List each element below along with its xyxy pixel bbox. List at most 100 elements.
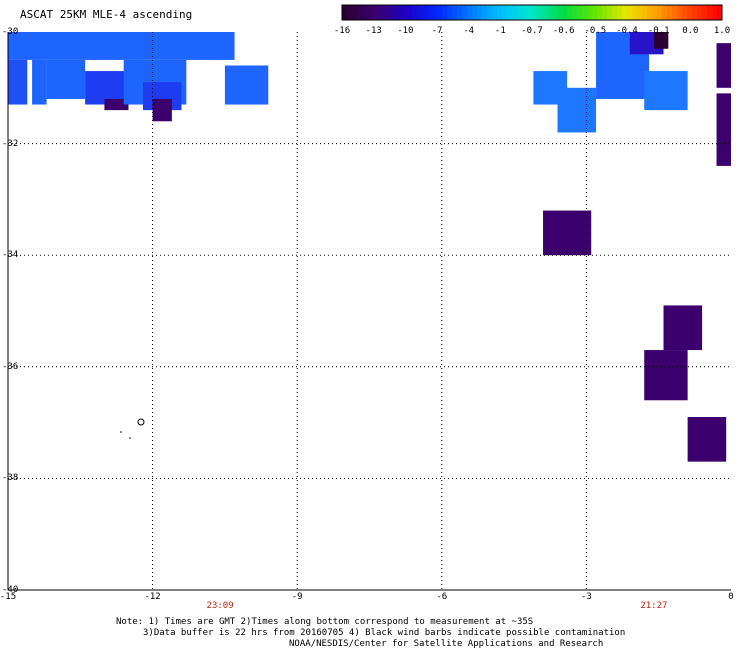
longitude-label: -15 [0,592,17,602]
colorbar-swatch [657,5,663,20]
colorbar-tick-label: -4 [463,26,475,36]
note-line-3: NOAA/NESDIS/Center for Satellite Applica… [289,639,604,649]
colorbar-swatch [547,5,553,20]
colorbar-swatch [677,5,683,20]
colorbar-swatch [562,5,568,20]
longitude-label: 0 [728,592,734,602]
colorbar-swatch [697,5,703,20]
colorbar-swatch [477,5,483,20]
colorbar-swatch [557,5,563,20]
colorbar-tick-label: -0.1 [647,26,670,36]
colorbar-swatch [582,5,588,20]
colorbar-swatch [352,5,358,20]
colorbar-swatch [687,5,693,20]
colorbar-tick-label: -16 [333,26,351,36]
longitude-label: -12 [144,592,161,602]
plot-frame [7,32,731,591]
note-line-1: Note: 1) Times are GMT 2)Times along bot… [116,617,534,627]
calm-wind-circle [137,418,145,426]
time-label: 21:27 [640,601,668,611]
colorbar-swatch [437,5,443,20]
colorbar-tick-label: -0.6 [552,26,575,36]
colorbar-swatch [682,5,688,20]
colorbar-swatch [572,5,578,20]
colorbar-swatch [502,5,508,20]
colorbar-swatch [452,5,458,20]
data-cell [104,98,129,111]
colorbar-swatch [432,5,438,20]
colorbar-swatch [712,5,718,20]
colorbar-swatch [512,5,518,20]
colorbar-swatch [642,5,648,20]
colorbar-swatch [427,5,433,20]
colorbar-swatch [652,5,658,20]
colorbar-swatch [607,5,613,20]
colorbar-swatches [341,4,723,21]
colorbar-swatch [387,5,393,20]
colorbar-swatch [507,5,513,20]
data-cell [8,32,235,60]
data-cell [46,59,86,99]
latitude-label: -32 [2,138,19,149]
colorbar-swatch [372,5,378,20]
colorbar-swatch [527,5,533,20]
barb-dot [129,437,131,439]
colorbar-swatch [472,5,478,20]
data-cell [687,417,727,462]
longitude-label: -3 [580,592,592,602]
chart-title: ASCAT 25KM MLE-4 ascending [20,8,193,21]
colorbar-swatch [617,5,623,20]
colorbar-tick-label: -1 [494,26,506,36]
colorbar-swatch [577,5,583,20]
colorbar-swatch [717,5,723,20]
colorbar-swatch [552,5,558,20]
colorbar-swatch [622,5,628,20]
colorbar-swatch [407,5,413,20]
data-cell [557,87,597,133]
data-cell [224,65,269,105]
data-cell [85,71,129,105]
colorbar-swatch [672,5,678,20]
colorbar-tick-label: -10 [397,26,414,36]
data-cells [8,32,731,462]
colorbar-tick-label: -0.7 [521,26,543,36]
colorbar-swatch [522,5,528,20]
data-cell [543,210,592,256]
longitude-label: -6 [436,592,448,602]
colorbar-swatch [702,5,708,20]
colorbar-swatch [412,5,418,20]
data-cell [644,71,688,111]
colorbar-tick-label: -0.5 [584,26,607,36]
data-cell [716,93,731,166]
colorbar-swatch [537,5,543,20]
data-cell [653,32,669,49]
colorbar-swatch [447,5,453,20]
colorbar-swatch [362,5,368,20]
colorbar-tick-label: -0.4 [616,26,638,36]
colorbar-swatch [367,5,373,20]
colorbar-swatch [467,5,473,20]
colorbar-swatch [482,5,488,20]
colorbar-swatch [612,5,618,20]
colorbar-swatch [587,5,593,20]
colorbar-swatch [632,5,638,20]
colorbar-swatch [392,5,398,20]
colorbar-swatch [602,5,608,20]
colorbar-swatch [422,5,428,20]
data-cell [663,305,703,351]
colorbar-tick-label: -13 [365,26,382,36]
colorbar-swatch [542,5,548,20]
colorbar-swatch [662,5,668,20]
data-cell [8,59,28,105]
colorbar-swatch [397,5,403,20]
colorbar-swatch [517,5,523,20]
colorbar-swatch [492,5,498,20]
colorbar-swatch [442,5,448,20]
colorbar-swatch [637,5,643,20]
colorbar-swatch [457,5,463,20]
colorbar-tick-label: -7 [431,26,443,36]
barb-dot [120,431,122,433]
note-line-2: 3)Data buffer is 22 hrs from 20160705 4)… [143,628,626,638]
colorbar-swatch [487,5,493,20]
